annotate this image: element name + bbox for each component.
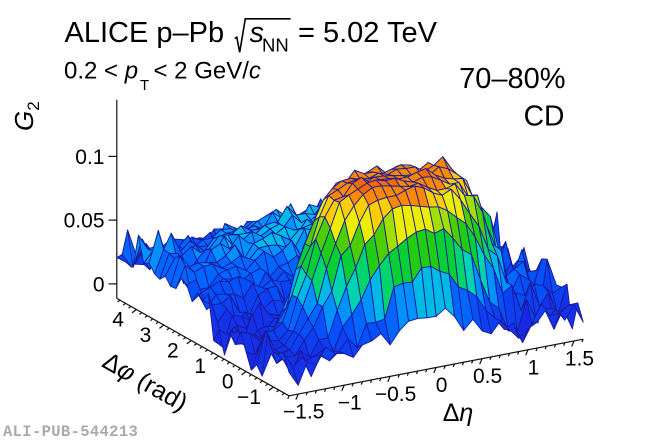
svg-text:0.2 < p: 0.2 < p [64, 58, 138, 85]
svg-text:0: 0 [222, 371, 234, 394]
svg-text:T: T [140, 77, 149, 94]
svg-text:3: 3 [140, 324, 152, 347]
svg-text:ALI-PUB-544213: ALI-PUB-544213 [3, 423, 138, 440]
svg-text:s: s [250, 17, 265, 49]
svg-text:−1.5: −1.5 [283, 401, 324, 424]
svg-text:1.5: 1.5 [565, 347, 594, 370]
svg-text:0.1: 0.1 [75, 146, 104, 169]
svg-text:= 5.02 TeV: = 5.02 TeV [298, 17, 438, 49]
svg-text:−0.5: −0.5 [375, 383, 416, 406]
svg-text:−1: −1 [338, 392, 362, 415]
svg-text:G2: G2 [9, 101, 43, 131]
svg-text:2: 2 [167, 340, 179, 363]
svg-text:0: 0 [93, 274, 105, 297]
svg-text:0: 0 [436, 374, 448, 397]
svg-text:CD: CD [524, 100, 565, 132]
svg-text:NN: NN [262, 35, 289, 56]
svg-text:70–80%: 70–80% [459, 63, 565, 95]
svg-text:< 2 GeV/c: < 2 GeV/c [154, 58, 261, 85]
svg-text:−1: −1 [237, 386, 261, 409]
svg-text:ALICE p–Pb: ALICE p–Pb [65, 17, 225, 49]
svg-text:4: 4 [112, 309, 124, 332]
svg-text:Δη: Δη [443, 399, 474, 427]
svg-text:0.5: 0.5 [473, 365, 502, 388]
svg-text:1: 1 [194, 355, 206, 378]
svg-text:0.05: 0.05 [64, 210, 105, 233]
svg-text:1: 1 [528, 356, 540, 379]
